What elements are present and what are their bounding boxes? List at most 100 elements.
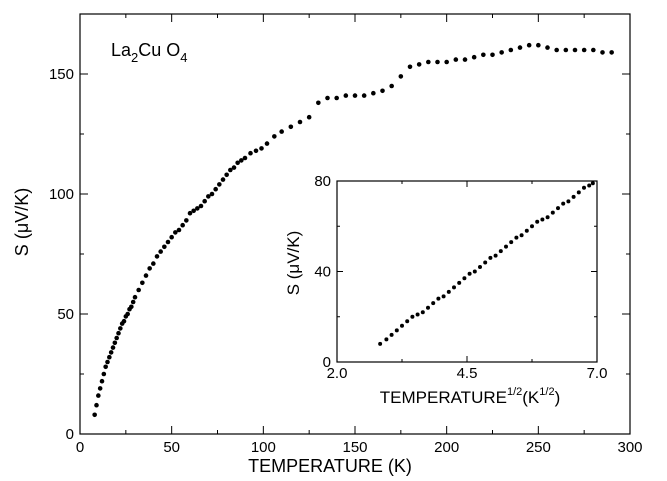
data-point [173,230,178,235]
data-point [444,59,449,65]
data-point [158,249,163,254]
data-point [132,294,138,300]
data-point [609,50,614,55]
data-point [184,218,189,223]
x-tick-label: 0 [76,439,84,456]
data-point [121,318,127,324]
data-point [253,148,259,154]
data-point [400,323,404,328]
data-point [498,249,503,254]
data-point [514,235,519,240]
data-point [504,244,508,249]
data-point [566,199,571,204]
data-point [180,222,185,228]
data-point [452,285,456,290]
data-point [191,208,196,214]
data-point [108,350,114,355]
data-point [325,95,330,101]
x-tick-label: 50 [163,439,180,456]
data-point [540,217,545,222]
x-tick-label: 150 [342,439,367,456]
data-point [92,412,97,418]
data-point [526,42,532,48]
data-point [431,301,436,306]
data-point [462,57,468,62]
data-point [478,264,482,269]
data-point [176,227,182,233]
x-tick-label: 4.5 [457,365,478,382]
data-point [213,186,218,192]
x-tick-label: 7.0 [587,365,608,382]
data-point [380,88,385,94]
data-point [202,198,207,204]
data-point [545,215,550,220]
data-point [259,146,264,151]
inset-x-axis-title-end: ) [555,388,561,407]
data-point [517,45,523,50]
inset-background [333,177,601,366]
data-point [587,183,592,188]
data-point [140,280,145,286]
data-point [530,224,534,229]
data-point [198,203,204,209]
data-point [224,172,229,178]
data-point [242,155,248,161]
data-point [371,90,376,96]
data-point [554,47,559,53]
data-point [143,273,149,278]
data-point [334,95,339,101]
data-point [110,345,116,350]
data-point [590,181,595,186]
x-tick-label: 300 [617,439,642,456]
data-point [103,364,108,370]
data-point [524,228,529,233]
main-plot: 0 50 100 150 200 250 300 0 50 100 150 TEMPERATURE … [12,13,643,476]
data-point [378,341,383,346]
data-point [96,393,101,398]
x-tick-label: 2.0 [327,365,348,382]
data-point [457,280,462,285]
data-point [561,201,566,206]
compound-label: La2Cu O4 [111,40,188,65]
data-point [462,276,467,281]
data-point [217,182,222,187]
data-point [264,141,270,146]
y-tick-label: 40 [314,264,331,281]
inset-y-axis-title: S (μV/K) [284,231,303,296]
data-point [471,54,477,60]
data-point [352,93,358,98]
compound-label-subscript: 4 [180,50,187,65]
data-point [288,124,294,130]
data-point [195,206,200,211]
data-point [165,239,171,245]
data-point [306,114,312,120]
data-point [446,289,451,294]
data-point [220,177,226,182]
y-tick-label: 50 [57,306,74,323]
data-point [105,359,110,365]
compound-label-part: Cu O [138,40,180,60]
data-point [316,100,321,106]
data-point [415,312,420,317]
data-point [125,311,130,317]
data-point [535,219,540,224]
data-point [493,253,498,258]
data-point [389,332,394,337]
data-point [239,158,244,163]
data-point [572,47,578,53]
data-point [151,261,156,266]
y-tick-label: 100 [49,186,74,203]
data-point [94,402,99,408]
data-point [297,119,303,125]
data-point [481,52,486,58]
data-point [576,190,581,195]
data-point [426,59,431,65]
data-point [361,93,367,98]
data-point [154,254,160,259]
data-point [600,50,605,55]
inset-data-series [378,181,595,346]
data-point [490,52,495,58]
main-data-series [92,42,614,418]
